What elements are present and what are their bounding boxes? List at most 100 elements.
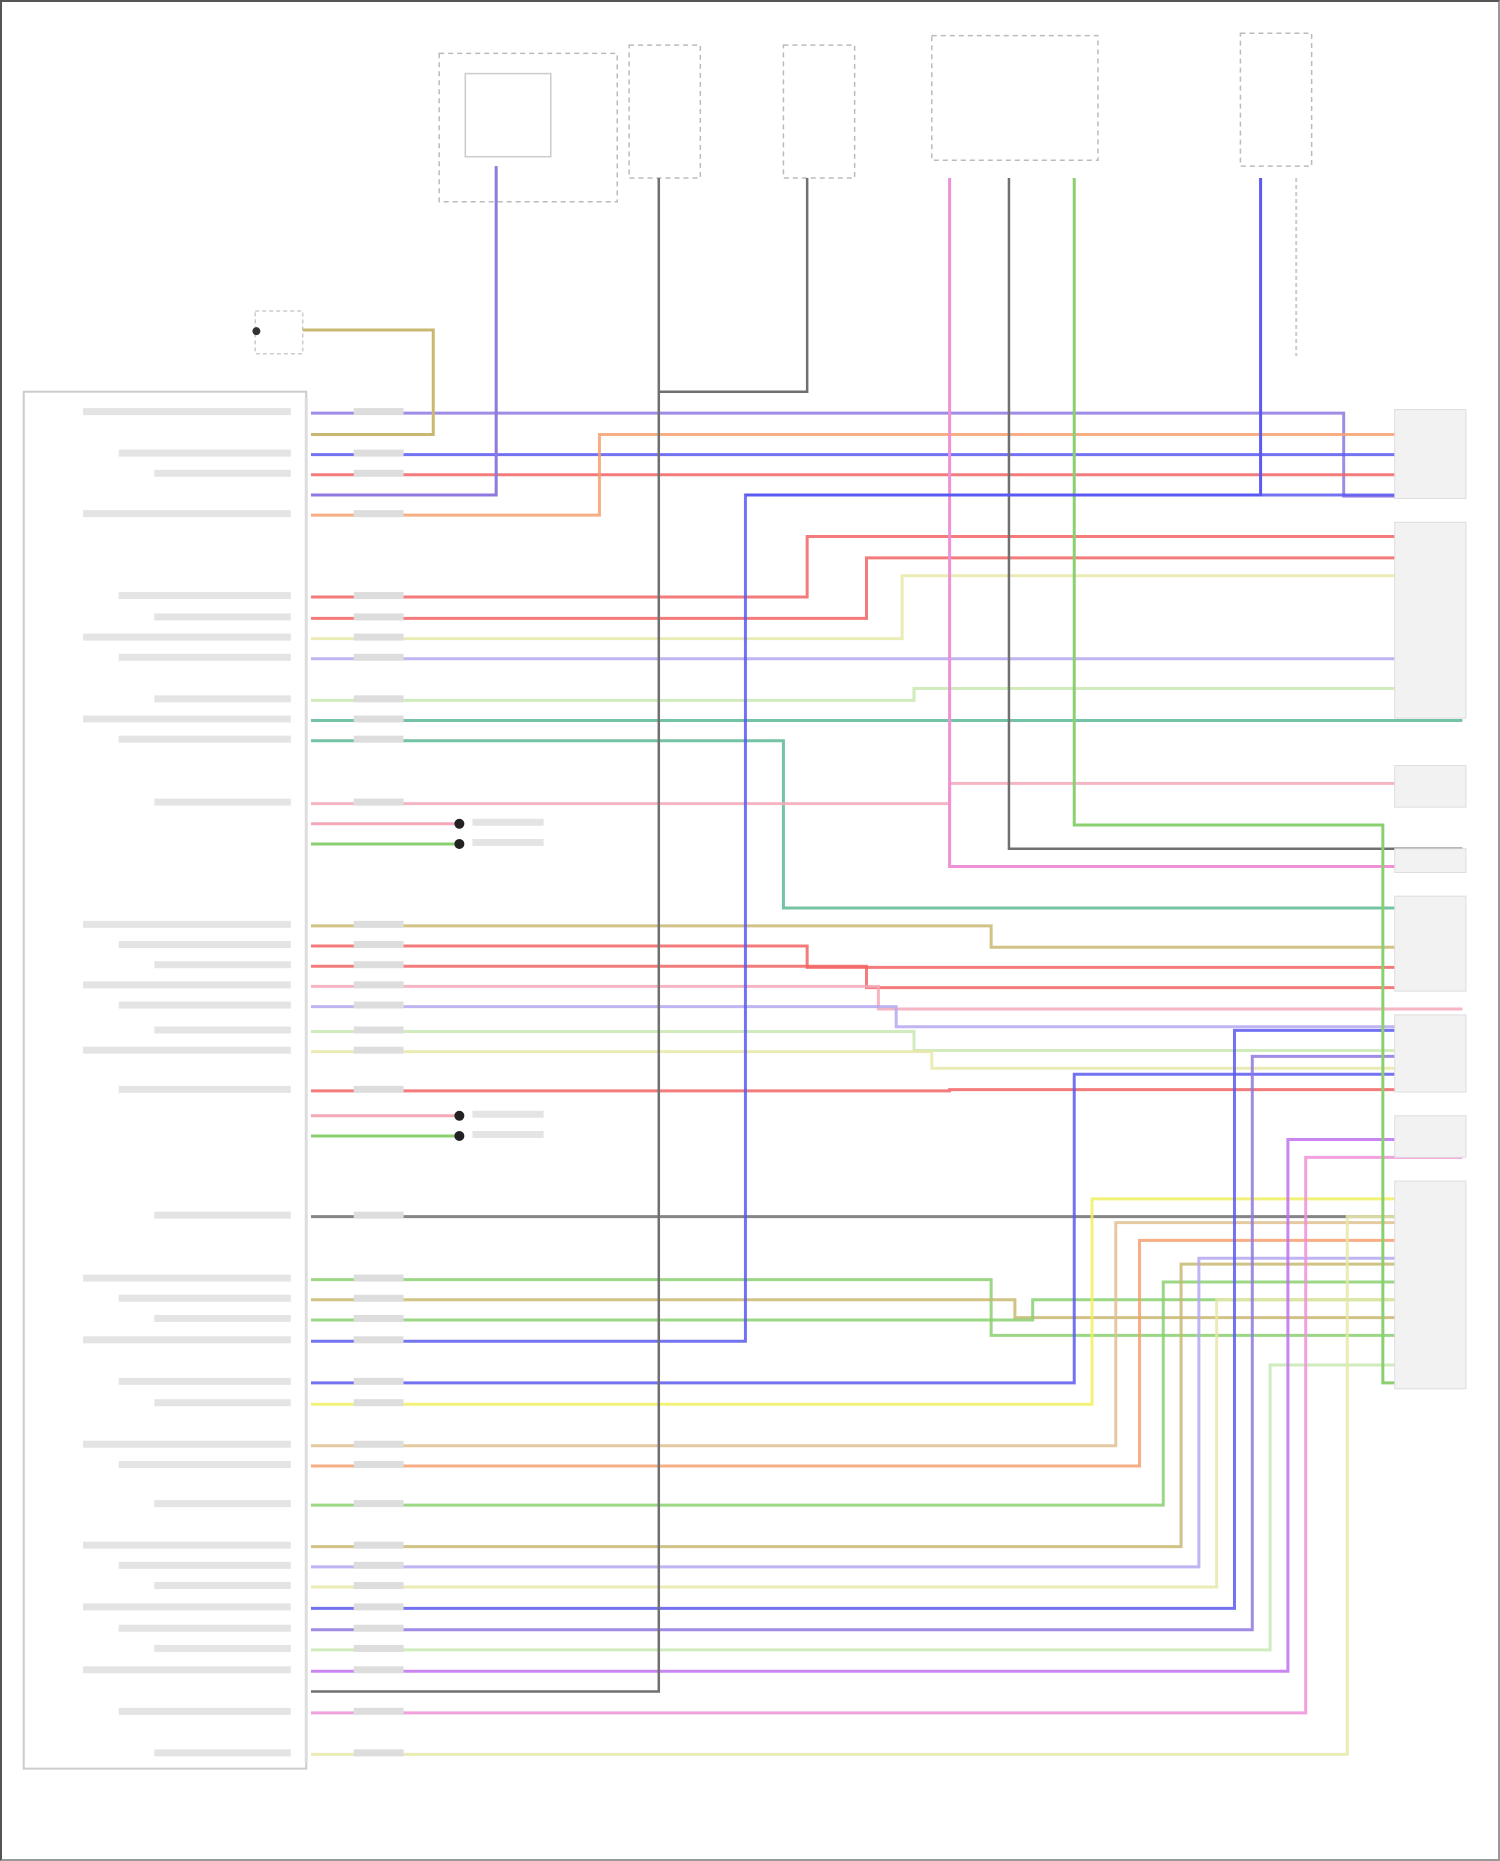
wire-label: [353, 1500, 404, 1508]
pin-label: [83, 1666, 291, 1674]
wire-label: [353, 735, 404, 743]
pin-label: [118, 1707, 291, 1715]
right-connector: [1394, 521, 1467, 719]
wire: [310, 1050, 1463, 1070]
component-box: [628, 44, 702, 179]
wire-label: [353, 1541, 404, 1549]
wire-label: [353, 1026, 404, 1034]
component-box: [1239, 32, 1313, 167]
pin-label: [154, 1500, 291, 1508]
right-connector: [1394, 765, 1467, 808]
pin-label: [83, 1603, 291, 1611]
pin-label: [83, 633, 291, 641]
pin-label: [154, 1644, 291, 1652]
wire: [310, 1280, 1463, 1507]
wire-label: [353, 653, 404, 661]
wire: [310, 535, 1463, 599]
wire-label: [353, 1561, 404, 1569]
pin-label: [83, 981, 291, 989]
pin-label: [118, 1561, 291, 1569]
right-connector: [1394, 1180, 1467, 1390]
wire-label: [353, 408, 404, 416]
splice-dot: [454, 1130, 465, 1141]
wire-label: [353, 1624, 404, 1632]
wire-label: [353, 1294, 404, 1302]
wire: [310, 1005, 1463, 1029]
pin-label: [118, 735, 291, 743]
splice-dot: [252, 327, 261, 336]
wire-label: [353, 715, 404, 723]
component-box: [438, 52, 618, 203]
pin-label: [154, 1211, 291, 1219]
pin-label: [118, 941, 291, 949]
right-connector: [1394, 409, 1467, 500]
wire: [310, 493, 1463, 1343]
wire: [310, 1054, 1463, 1632]
wire: [310, 1197, 1463, 1406]
component-box: [931, 34, 1099, 161]
relay-box: [464, 72, 552, 158]
wire-label: [353, 1707, 404, 1715]
wire: [1007, 178, 1463, 850]
wire-label: [353, 1001, 404, 1009]
wire: [948, 178, 1463, 869]
pin-label: [154, 798, 291, 806]
pin-label: [83, 1541, 291, 1549]
wire: [310, 924, 1463, 949]
pin-label: [154, 1026, 291, 1034]
pin-label: [154, 1399, 291, 1407]
pin-label: [118, 1377, 291, 1385]
wire-label: [353, 1603, 404, 1611]
pin-label: [154, 961, 291, 969]
wire: [310, 964, 1463, 990]
ground-wire: [310, 178, 661, 1693]
wire: [302, 328, 435, 436]
splice-label: [472, 1110, 544, 1118]
wire: [745, 178, 1263, 497]
wire: [310, 1028, 1463, 1610]
wire: [310, 944, 1463, 969]
pin-label: [118, 1001, 291, 1009]
wire-label: [353, 1211, 404, 1219]
splice-label: [472, 1130, 544, 1138]
wire: [310, 1363, 1463, 1652]
wire: [310, 1088, 1463, 1093]
wire-label: [353, 695, 404, 703]
wire: [310, 1072, 1463, 1385]
wire: [310, 1262, 1463, 1549]
wire-label: [353, 1314, 404, 1322]
wire-label: [353, 1399, 404, 1407]
pin-label: [118, 592, 291, 600]
wire-label: [353, 1666, 404, 1674]
wire: [310, 1238, 1463, 1468]
wire-label: [353, 1336, 404, 1344]
wire: [310, 1138, 1463, 1673]
pin-label: [83, 1440, 291, 1448]
wire: [310, 781, 1463, 806]
wire: [310, 166, 498, 497]
wire-label: [353, 469, 404, 477]
wire-label: [353, 1582, 404, 1590]
wire-label: [353, 981, 404, 989]
wire: [310, 1278, 1463, 1337]
pin-label: [83, 1046, 291, 1054]
splice-label: [472, 838, 544, 846]
wire: [310, 1256, 1463, 1569]
splice-dot: [454, 838, 465, 849]
wire-label: [353, 961, 404, 969]
wire-label: [353, 920, 404, 928]
wire: [310, 1215, 1463, 1756]
right-connector: [1394, 848, 1467, 873]
wire-label: [353, 1460, 404, 1468]
pin-label: [83, 510, 291, 518]
wire-label: [353, 633, 404, 641]
splice-dot: [454, 818, 465, 829]
pin-label: [154, 1582, 291, 1590]
wire: [310, 556, 1463, 620]
pin-label: [83, 920, 291, 928]
right-connector: [1394, 1014, 1467, 1093]
wire-label: [353, 449, 404, 457]
wire-label: [353, 510, 404, 518]
wire-label: [353, 1377, 404, 1385]
